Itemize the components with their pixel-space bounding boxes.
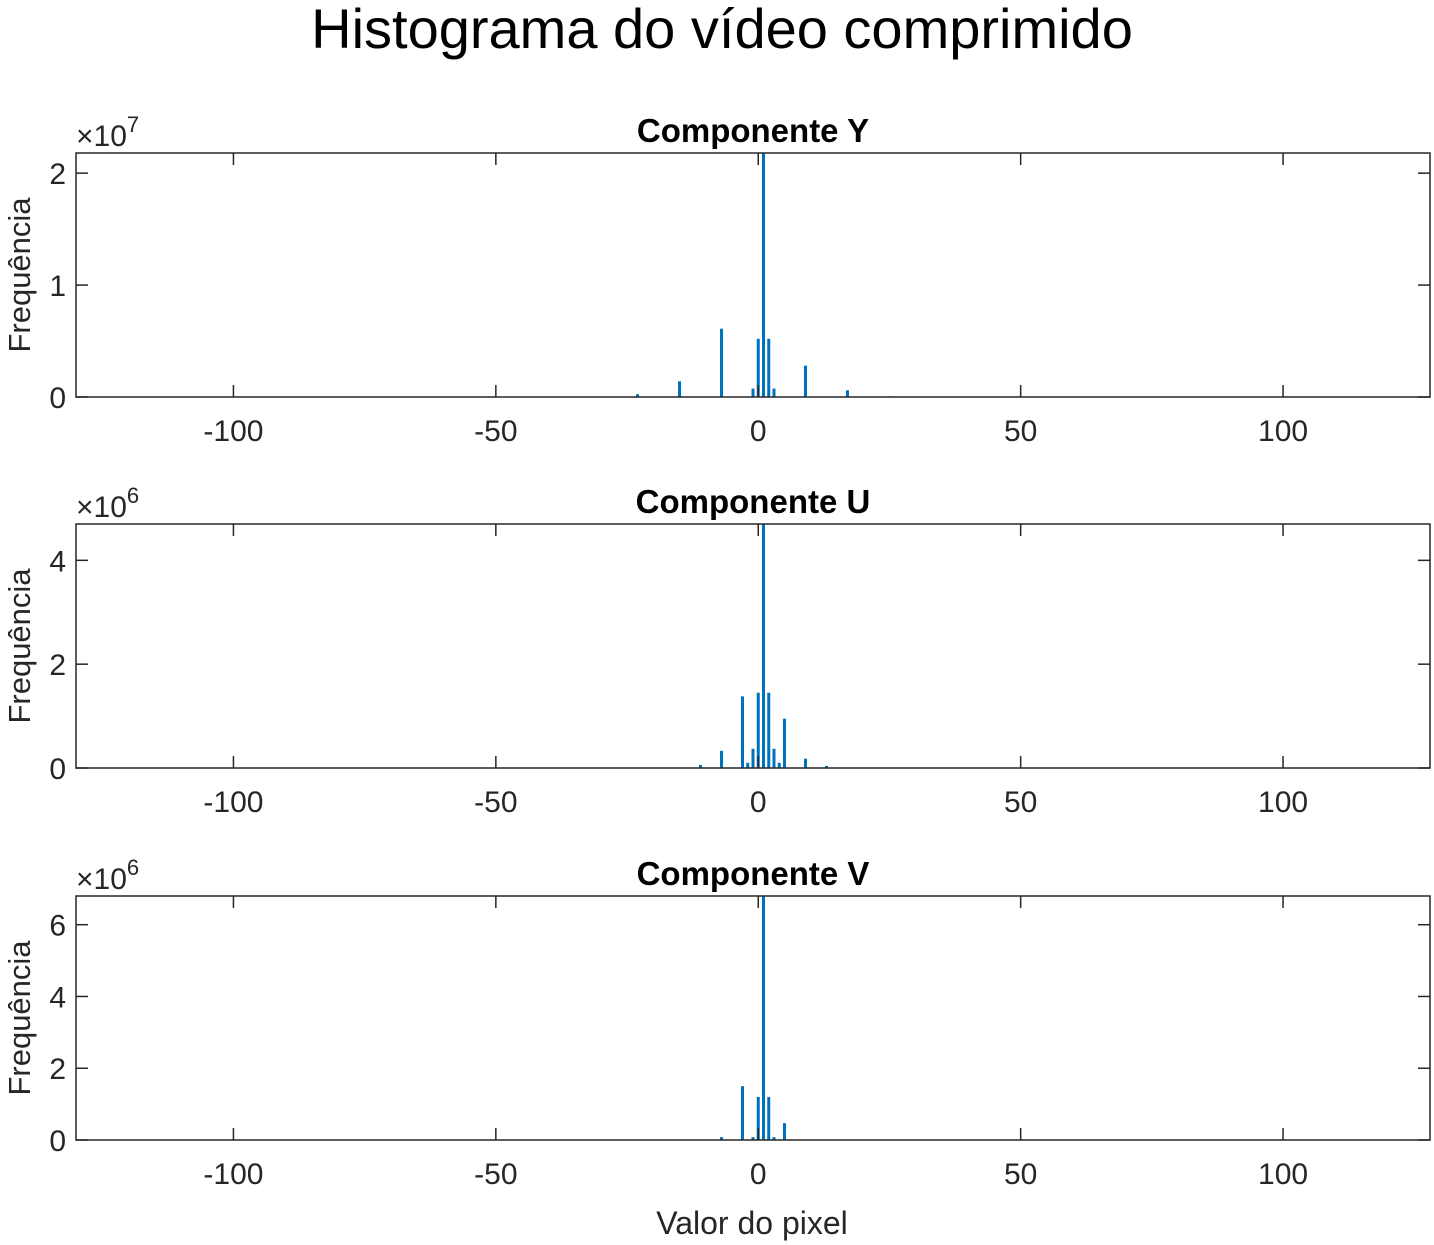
- bar: [751, 1137, 755, 1140]
- bar: [751, 748, 755, 768]
- bar: [746, 762, 750, 768]
- bar: [762, 153, 765, 397]
- subplot-2: -100 -50 0 50 100 0 2 4 ×106 Componente U Frequênc…: [2, 483, 1431, 819]
- figure-title: Histograma do vídeo comprimido: [311, 0, 1133, 60]
- bar: [777, 762, 781, 768]
- bar: [741, 1086, 744, 1140]
- subplot-title: Componente U: [636, 483, 871, 520]
- x-tick-label: -50: [474, 415, 517, 448]
- x-tick-label: 0: [750, 786, 767, 819]
- y-tick-label: 0: [49, 1125, 66, 1158]
- bar: [720, 1137, 724, 1140]
- x-tick-label: 0: [750, 415, 767, 448]
- x-tick-label: 50: [1004, 415, 1037, 448]
- y-tick-label: 4: [49, 545, 66, 578]
- y-tick-label: 0: [49, 382, 66, 415]
- bar: [767, 692, 771, 768]
- subplot-title: Componente V: [637, 855, 870, 892]
- subplot-1: -100 -50 0 50 100 0 1 2 ×107 Componente Y Frequênc…: [2, 112, 1431, 448]
- bar: [756, 338, 760, 397]
- subplot-panels: -100 -50 0 50 100 0 1 2 ×107 Componente Y Frequênc…: [2, 112, 1431, 1191]
- axes-box: [75, 895, 1431, 1141]
- bar: [678, 381, 682, 397]
- bar: [772, 388, 776, 397]
- x-tick-label: -50: [474, 786, 517, 819]
- bar: [751, 388, 755, 397]
- x-tick-label: -100: [203, 786, 263, 819]
- x-tick-label: 100: [1258, 786, 1308, 819]
- bar: [803, 758, 807, 768]
- y-tick-label: 6: [49, 910, 66, 943]
- x-tick-label: 50: [1004, 1158, 1037, 1191]
- bar: [720, 750, 724, 768]
- bar: [767, 338, 771, 397]
- y-axis-label: Frequência: [2, 940, 37, 1096]
- x-tick-label: -100: [203, 415, 263, 448]
- y-tick-label: 4: [49, 981, 66, 1014]
- bar: [845, 390, 849, 397]
- subplot-3: -100 -50 0 50 100 0 2 4 6 ×106 Componente V Frequên…: [2, 855, 1431, 1191]
- y-tick-label: 1: [49, 270, 66, 303]
- bar: [772, 1137, 776, 1140]
- bar: [720, 328, 724, 397]
- x-tick-label: 0: [750, 1158, 767, 1191]
- axes-box: [75, 523, 1431, 769]
- bar: [762, 896, 765, 1140]
- bar: [767, 1096, 771, 1140]
- y-tick-label: 2: [49, 158, 66, 191]
- y-axis-label: Frequência: [2, 568, 37, 724]
- axes-box: [75, 152, 1431, 398]
- bar: [803, 365, 807, 397]
- bar: [824, 765, 828, 768]
- bar: [636, 394, 640, 397]
- x-tick-label: 100: [1258, 415, 1308, 448]
- x-tick-label: 50: [1004, 786, 1037, 819]
- figure-x-axis-label: Valor do pixel: [656, 1205, 848, 1241]
- y-exponent-label: ×106: [76, 855, 139, 896]
- bar: [756, 1096, 760, 1140]
- x-tick-label: -50: [474, 1158, 517, 1191]
- y-tick-label: 2: [49, 649, 66, 682]
- bar: [699, 764, 703, 768]
- bar: [756, 692, 760, 768]
- bar: [741, 696, 744, 768]
- bar: [762, 524, 765, 768]
- bar: [782, 1123, 786, 1140]
- y-tick-label: 2: [49, 1053, 66, 1086]
- y-exponent-label: ×107: [76, 112, 139, 153]
- x-tick-label: -100: [203, 1158, 263, 1191]
- bar: [782, 718, 786, 768]
- x-tick-label: 100: [1258, 1158, 1308, 1191]
- y-axis-label: Frequência: [2, 197, 37, 353]
- y-tick-label: 0: [49, 753, 66, 786]
- bar: [772, 748, 776, 768]
- subplot-title: Componente Y: [637, 112, 869, 149]
- y-exponent-label: ×106: [76, 483, 139, 524]
